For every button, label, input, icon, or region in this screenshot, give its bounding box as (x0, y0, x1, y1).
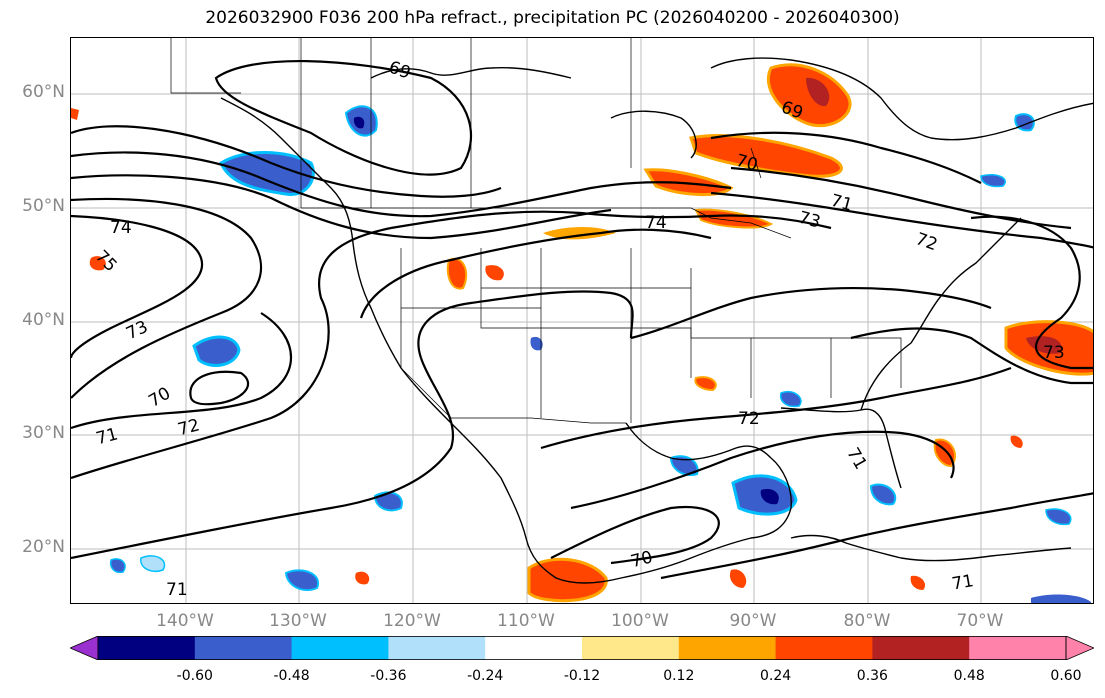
lat-label: 30°N (22, 423, 65, 443)
precip-negative-areas (109, 105, 1091, 603)
colorbar-cell (969, 636, 1067, 660)
map-canvas: 69 69 70 71 72 73 74 74 75 73 70 71 72 7… (71, 38, 1093, 603)
colorbar-tick-label: 0.36 (856, 668, 888, 684)
contour-label: 74 (645, 213, 667, 233)
colorbar-extend-high (1065, 636, 1094, 660)
coastlines (220, 57, 1093, 584)
colorbar-cell (98, 636, 196, 660)
colorbar-border (97, 636, 1067, 660)
lon-label: 90°W (729, 611, 777, 631)
contour-label: 71 (950, 571, 975, 594)
contour-label: 72 (913, 229, 940, 255)
colorbar-tick-label: -0.48 (273, 668, 310, 684)
colorbar-extend-low (70, 636, 99, 660)
political-boundaries (170, 38, 902, 424)
colorbar-cell (388, 636, 486, 660)
refractivity-contours (71, 60, 1093, 580)
contour-label: 71 (94, 424, 120, 449)
lat-label: 60°N (22, 82, 65, 102)
colorbar-cell (582, 636, 680, 660)
colorbar-cell (775, 636, 873, 660)
lat-label: 20°N (22, 537, 65, 557)
contour-label: 71 (842, 444, 870, 473)
lon-label: 70°W (956, 611, 1004, 631)
lon-label: 110°W (497, 611, 555, 631)
precip-positive-areas (71, 63, 1093, 603)
contour-label: 73 (796, 208, 822, 233)
lon-label: 130°W (269, 611, 327, 631)
lat-label: 50°N (22, 196, 65, 216)
colorbar-tick-label: 0.60 (1050, 668, 1082, 684)
lon-label: 80°W (843, 611, 891, 631)
map-title: 2026032900 F036 200 hPa refract., precip… (205, 8, 900, 28)
colorbar-tick-label: -0.60 (176, 668, 213, 684)
lon-label: 120°W (383, 611, 441, 631)
contour-label: 74 (110, 218, 132, 238)
colorbar-tick-label: -0.24 (467, 668, 504, 684)
contour-label: 70 (734, 151, 760, 176)
colorbar-tick-label: -0.12 (563, 668, 601, 684)
colorbar-tick-label: 0.48 (953, 668, 985, 684)
contour-label: 72 (738, 409, 760, 429)
colorbar-tick-label: 0.12 (663, 668, 695, 684)
contour-label: 69 (386, 57, 413, 83)
colorbar-cell (291, 636, 389, 660)
colorbar-cell (678, 636, 777, 660)
map-panel: 69 69 70 71 72 73 74 74 75 73 70 71 72 7… (70, 37, 1094, 604)
colorbar-tick-label: -0.36 (370, 668, 407, 684)
contour-label: 70 (629, 547, 655, 572)
lon-label: 140°W (156, 611, 214, 631)
lon-label: 100°W (611, 611, 669, 631)
colorbar-cell (872, 636, 970, 660)
contour-label: 71 (166, 580, 188, 600)
colorbar-cell (194, 636, 293, 660)
contour-label: 72 (176, 415, 202, 440)
colorbar-cell (485, 636, 583, 660)
contour-label: 73 (1043, 343, 1065, 363)
colorbar-tick-label: 0.24 (760, 668, 792, 684)
colorbar-cells (70, 636, 1094, 660)
contour-label: 75 (91, 247, 120, 276)
lat-label: 40°N (22, 310, 65, 330)
colorbar (70, 636, 1094, 660)
contour-label: 70 (145, 384, 174, 412)
